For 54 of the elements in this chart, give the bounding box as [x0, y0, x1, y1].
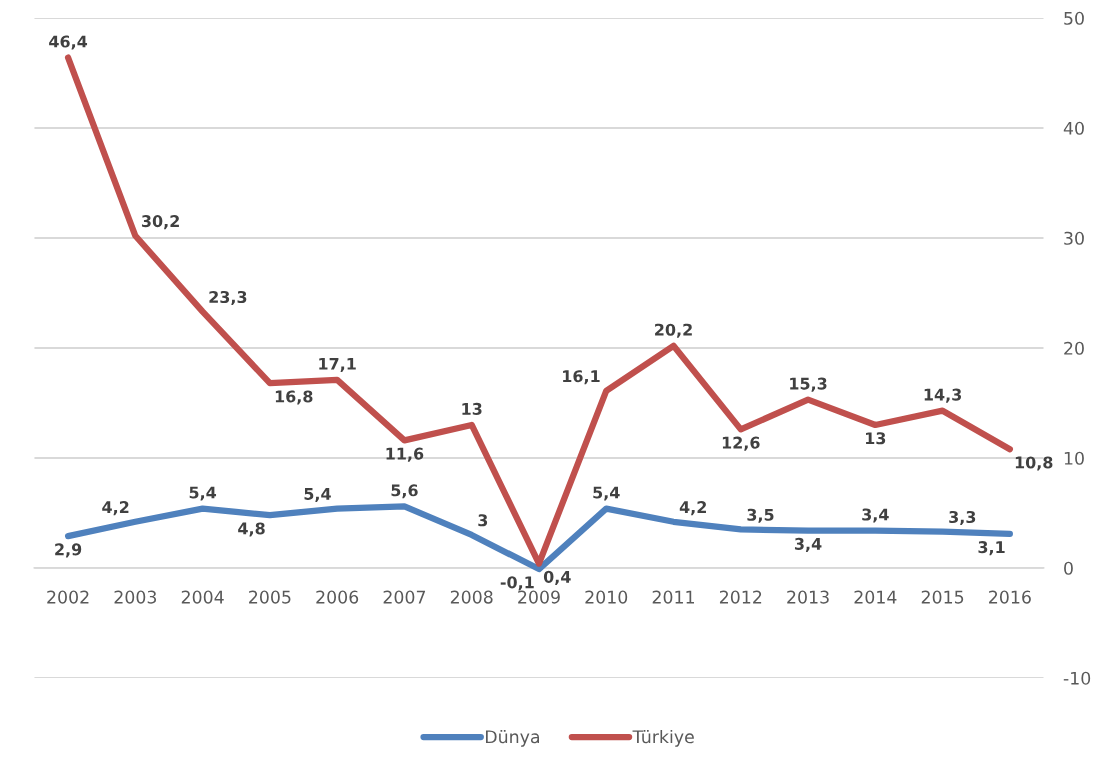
x-tick-label: 2012	[719, 590, 762, 604]
data-label: 10,8	[1015, 456, 1053, 471]
data-label: 4,2	[679, 501, 706, 516]
y-tick-label: -10	[1063, 671, 1091, 685]
x-tick-label: 2003	[114, 590, 157, 604]
legend-label: Türkiye	[632, 729, 694, 747]
data-label: 5,4	[304, 488, 331, 502]
x-tick-label: 2011	[652, 590, 694, 604]
data-label: 16,8	[275, 390, 313, 405]
x-tick-label: 2014	[854, 590, 897, 604]
y-tick-label: 40	[1063, 121, 1084, 135]
data-label: 5,4	[189, 486, 217, 501]
y-tick-label: 20	[1064, 341, 1084, 355]
y-tick-label: 30	[1064, 231, 1084, 245]
data-label: 46,4	[49, 35, 88, 50]
x-tick-label: 2007	[383, 590, 426, 604]
data-label: 5,4	[593, 486, 620, 501]
y-tick-label: 0	[1064, 561, 1073, 575]
data-label: 14,3	[924, 388, 962, 403]
y-tick-label: 10	[1064, 451, 1084, 465]
data-label: 17,1	[319, 357, 356, 372]
data-label: 3	[478, 514, 488, 527]
data-label: 0,4	[543, 570, 571, 585]
data-label: 4,8	[238, 522, 265, 537]
legend-label: Dünya	[485, 729, 539, 747]
data-label: 2,9	[55, 543, 82, 558]
data-label: 11,6	[386, 447, 424, 462]
data-label: 3,5	[747, 508, 774, 523]
data-label: -0,1	[500, 576, 534, 591]
data-label: 3,3	[949, 510, 976, 526]
data-label: 3,1	[978, 541, 1005, 556]
data-label: 3,4	[862, 508, 889, 523]
data-label: 13	[866, 432, 886, 445]
x-tick-label: 2009	[518, 590, 560, 604]
x-tick-label: 2006	[316, 590, 359, 604]
x-tick-label: 2004	[181, 590, 224, 604]
data-label: 13	[462, 402, 482, 415]
data-label: 16,1	[563, 370, 600, 385]
data-label: 20,2	[655, 323, 692, 338]
data-label: 23,3	[209, 290, 247, 306]
x-tick-label: 2010	[585, 590, 628, 604]
x-tick-label: 2016	[989, 590, 1031, 604]
x-tick-label: 2002	[47, 590, 89, 604]
x-tick-label: 2005	[249, 590, 291, 604]
data-label: 12,6	[722, 436, 760, 451]
data-label: 3,4	[794, 537, 822, 552]
data-label: 4,2	[102, 501, 129, 516]
x-tick-label: 2008	[450, 590, 493, 604]
data-label: 15,3	[790, 377, 827, 392]
data-label: 5,6	[391, 484, 418, 499]
x-tick-label: 2015	[921, 590, 964, 604]
data-label: 30,2	[141, 215, 179, 230]
y-tick-label: 50	[1064, 11, 1084, 25]
x-tick-label: 2013	[787, 590, 829, 604]
